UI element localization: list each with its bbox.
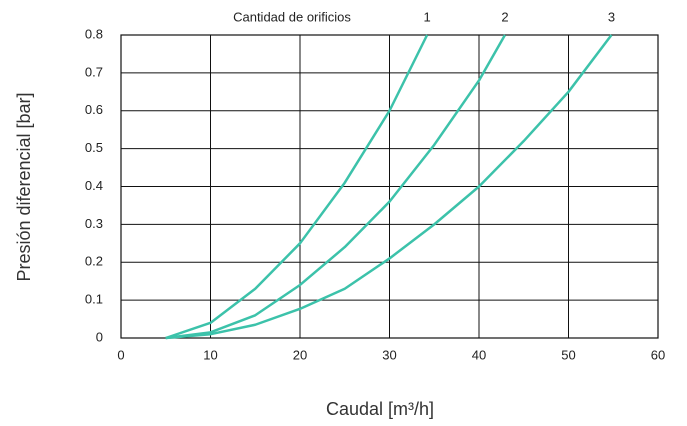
y-tick-label: 0.5: [85, 140, 103, 155]
x-tick-label: 10: [203, 347, 217, 362]
series-line: [165, 34, 429, 340]
y-tick-label: 0.1: [85, 292, 103, 307]
legend-label: 2: [501, 9, 508, 24]
y-tick-label: 0.4: [85, 178, 103, 193]
x-axis-title: Caudal [m³/h]: [326, 399, 434, 419]
legend-label: 1: [423, 9, 430, 24]
y-tick-label: 0.2: [85, 254, 103, 269]
x-tick-label: 0: [117, 347, 124, 362]
y-tick-label: 0.7: [85, 64, 103, 79]
y-tick-label: 0.6: [85, 102, 103, 117]
series-line: [165, 34, 613, 340]
x-tick-label: 20: [293, 347, 307, 362]
x-tick-label: 60: [651, 347, 665, 362]
y-tick-label: 0: [96, 329, 103, 344]
x-tick-label: 30: [382, 347, 396, 362]
y-axis-title: Presión diferencial [bar]: [14, 92, 34, 281]
plot-frame: [120, 34, 659, 339]
x-tick-label: 50: [561, 347, 575, 362]
series-line: [165, 34, 507, 340]
legend-label: 3: [608, 9, 615, 24]
annotation: Cantidad de orificios: [233, 9, 351, 24]
y-tick-label: 0.8: [85, 26, 103, 41]
y-tick-label: 0.3: [85, 216, 103, 231]
x-tick-label: 40: [472, 347, 486, 362]
